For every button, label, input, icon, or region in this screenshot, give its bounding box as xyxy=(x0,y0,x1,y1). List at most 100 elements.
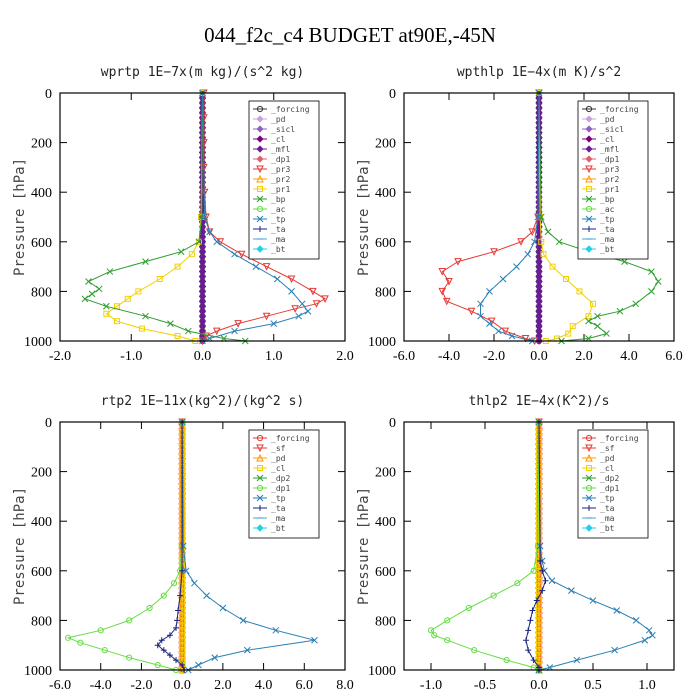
legend-entry: _ma xyxy=(582,514,615,523)
legend-entry: _pr3 xyxy=(582,165,619,174)
data-point xyxy=(528,228,537,236)
data-point xyxy=(200,188,209,197)
legend-marker xyxy=(256,453,264,462)
y-tick-label: 0 xyxy=(45,416,52,431)
data-point xyxy=(160,592,167,599)
data-point xyxy=(234,320,242,328)
series-bp xyxy=(81,89,249,345)
plot-frame xyxy=(59,421,346,671)
series-line xyxy=(480,92,540,342)
legend-marker xyxy=(256,245,264,253)
legend-entry: _tp xyxy=(582,494,615,503)
legend-label: _tp xyxy=(271,494,286,503)
legend-label: _dp2 xyxy=(271,474,290,483)
data-point xyxy=(576,288,583,295)
y-tick-label: 400 xyxy=(31,515,52,530)
data-point xyxy=(431,632,438,639)
data-point xyxy=(88,290,96,298)
data-point xyxy=(106,268,114,275)
panel-title: wpthlp 1E−4x(m K)/s^2 xyxy=(457,65,621,80)
x-tick-label: 6.0 xyxy=(296,678,314,693)
legend-entry: _dp1 xyxy=(253,484,290,493)
x-tick-label: 2.0 xyxy=(575,349,593,364)
legend-marker xyxy=(257,186,263,192)
legend-label: _ta xyxy=(600,504,615,513)
y-axis-label: Pressure [hPa] xyxy=(12,487,28,605)
legend-marker xyxy=(256,484,264,492)
legend-label: _ac xyxy=(600,205,615,214)
data-point xyxy=(77,639,84,646)
data-point xyxy=(177,248,185,256)
legend-marker xyxy=(256,105,264,113)
data-point xyxy=(102,302,110,310)
legend-label: _dp1 xyxy=(600,155,619,164)
legend-label: _cl xyxy=(271,135,286,144)
data-point xyxy=(311,636,318,644)
y-tick-label: 800 xyxy=(375,285,396,300)
x-tick-label: -6.0 xyxy=(393,349,415,364)
legend-entry: _bt xyxy=(582,245,615,254)
legend: _forcing_sf_pd_cl_dp2_dp1_tp_ta_ma_bt xyxy=(577,429,649,539)
legend-marker xyxy=(585,125,593,133)
data-point xyxy=(179,542,187,550)
legend-label: _ma xyxy=(271,514,286,523)
data-point xyxy=(467,307,476,316)
legend-entry: _tp xyxy=(253,494,286,503)
legend-marker xyxy=(585,155,593,163)
data-point xyxy=(549,263,556,270)
data-point xyxy=(503,656,510,664)
data-point xyxy=(427,627,435,634)
legend-entry: _forcing xyxy=(253,434,310,443)
data-point xyxy=(124,295,131,302)
data-point xyxy=(490,248,498,256)
series-line xyxy=(525,421,547,670)
legend-label: _forcing xyxy=(271,105,310,114)
legend-entry: _bt xyxy=(582,524,615,533)
y-tick-label: 1000 xyxy=(368,335,396,350)
legend-marker xyxy=(257,226,263,232)
panel-title: rtp2 1E−11x(kg^2)/(kg^2 s) xyxy=(101,394,305,409)
x-tick-label: -4.0 xyxy=(438,349,460,364)
legend-marker xyxy=(585,215,593,223)
y-tick-label: 1000 xyxy=(368,664,396,679)
legend-entry: _ma xyxy=(253,235,286,244)
data-point xyxy=(298,300,306,308)
data-point xyxy=(645,626,653,634)
x-tick-label: 0.0 xyxy=(194,349,212,364)
legend-marker xyxy=(585,524,593,532)
data-point xyxy=(594,312,601,320)
data-point xyxy=(95,285,103,293)
legend-marker xyxy=(256,205,264,213)
x-tick-label: 4.0 xyxy=(255,678,273,693)
data-point xyxy=(312,300,321,308)
data-point xyxy=(191,579,198,587)
legend-label: _cl xyxy=(600,135,615,144)
y-tick-label: 200 xyxy=(31,137,52,152)
data-point xyxy=(594,322,601,330)
data-point xyxy=(179,567,186,574)
data-point xyxy=(477,312,484,320)
y-tick-label: 600 xyxy=(31,236,52,251)
data-point xyxy=(195,238,203,246)
legend-label: _sf xyxy=(600,444,615,453)
legend-entry: _cl xyxy=(582,464,615,473)
legend-marker xyxy=(586,186,592,192)
legend-marker xyxy=(256,474,264,482)
data-point xyxy=(252,263,260,270)
legend-label: _cl xyxy=(600,464,615,473)
data-point xyxy=(154,661,161,669)
legend-entry: _cl xyxy=(253,135,286,144)
data-point xyxy=(573,656,581,664)
legend-entry: _bt xyxy=(253,524,286,533)
series-tp xyxy=(178,418,318,674)
legend-entry: _cl xyxy=(582,135,615,144)
legend-entry: _dp1 xyxy=(582,484,619,493)
data-point xyxy=(537,557,544,564)
data-point xyxy=(309,287,317,296)
legend-entry: _pd xyxy=(582,453,615,463)
legend-label: _tp xyxy=(600,215,615,224)
x-tick-label: 8.0 xyxy=(336,678,354,693)
legend-entry: _dp2 xyxy=(582,474,619,483)
legend-entry: _pr2 xyxy=(253,174,290,184)
